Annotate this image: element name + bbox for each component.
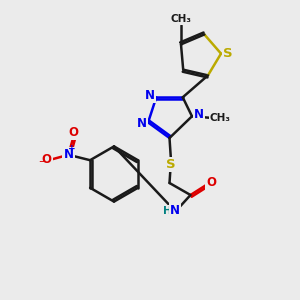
Text: N: N	[136, 118, 146, 130]
Text: N: N	[64, 148, 74, 161]
Text: O: O	[68, 126, 78, 139]
Text: N: N	[194, 108, 204, 121]
Text: O: O	[206, 176, 217, 190]
Text: H: H	[163, 206, 172, 216]
Text: N: N	[170, 204, 180, 218]
Text: CH₃: CH₃	[170, 14, 191, 24]
Text: O: O	[42, 153, 52, 166]
Text: +: +	[68, 144, 76, 153]
Text: CH₃: CH₃	[210, 113, 231, 123]
Text: N: N	[145, 89, 155, 102]
Text: S: S	[166, 158, 176, 171]
Text: S: S	[223, 47, 232, 60]
Text: ⁻: ⁻	[38, 158, 45, 171]
